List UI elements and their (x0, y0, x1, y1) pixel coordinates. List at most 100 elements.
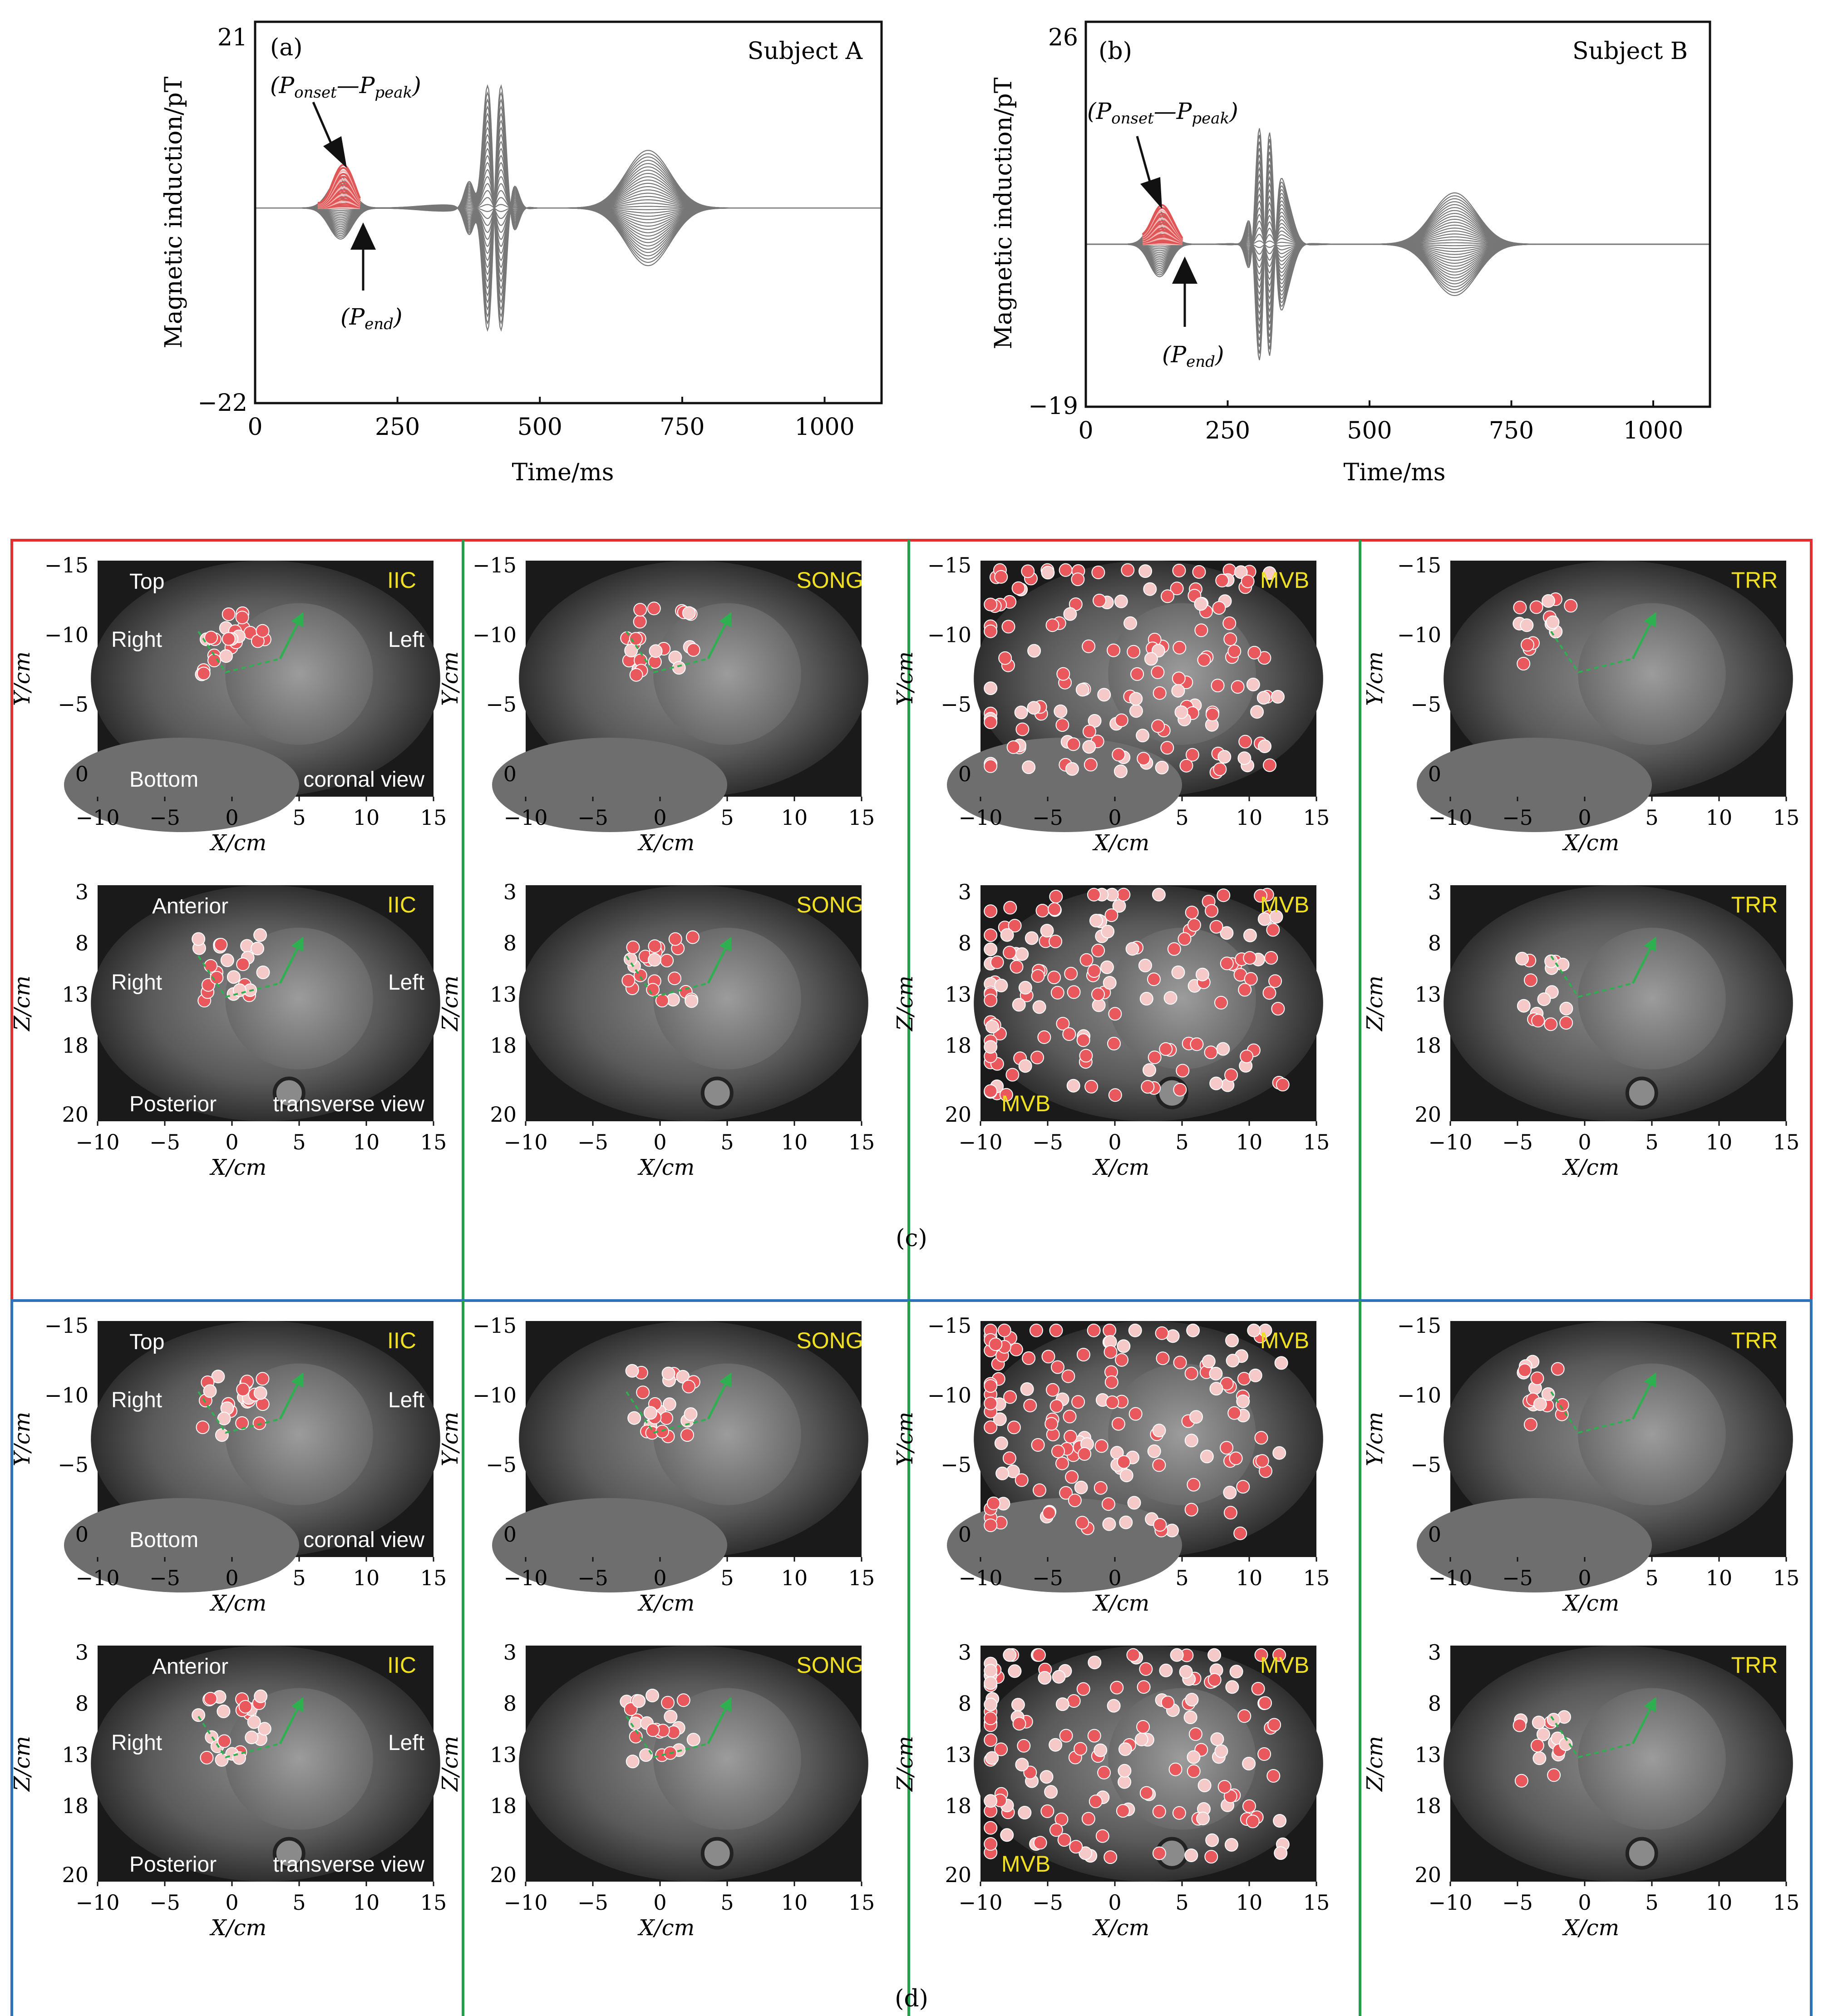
propagation-arrow (707, 1372, 732, 1420)
source-dot (624, 1702, 638, 1716)
y-tick-label: −15 (927, 553, 971, 577)
plot-a-frame (254, 20, 883, 404)
mri-heart (653, 603, 801, 745)
y-tick-label: −5 (486, 1453, 517, 1477)
x-axis-label: X/cm (637, 1591, 695, 1616)
x-tick-label: 5 (720, 805, 734, 830)
y-tick-label: 18 (62, 1794, 89, 1818)
source-dot (1173, 641, 1187, 655)
source-dot (1153, 686, 1167, 700)
y-axis-label: Z/cm (438, 976, 463, 1032)
y-tick-label: 3 (958, 1640, 971, 1665)
source-dot (1205, 904, 1219, 918)
source-dot (1202, 1355, 1216, 1368)
source-dot (1243, 928, 1257, 942)
source-dot (1272, 1446, 1286, 1460)
x-tick-label: 0 (247, 414, 262, 441)
x-tick-label: 0 (1578, 805, 1591, 830)
source-dot (1266, 923, 1280, 937)
source-dot (1091, 565, 1105, 579)
source-dot (680, 1428, 694, 1442)
source-dot (1094, 1439, 1109, 1453)
x-axis-label: X/cm (637, 1155, 695, 1180)
x-tick-label: −5 (1502, 1890, 1533, 1915)
source-dot (633, 615, 647, 629)
y-tick-label: −10 (473, 1383, 517, 1407)
source-dot (1243, 951, 1257, 965)
source-dot (257, 1722, 271, 1736)
source-dot (1556, 957, 1570, 971)
source-dot (1185, 906, 1199, 920)
y-tick-label: 20 (62, 1102, 89, 1127)
x-axis-label: X/cm (209, 830, 266, 856)
mri-heart (653, 1363, 801, 1505)
source-dot (633, 603, 647, 617)
source-dot (1197, 1779, 1212, 1793)
method-label: MVB (1260, 1328, 1309, 1353)
source-dot (1196, 1811, 1210, 1825)
mri-aorta (1625, 1837, 1658, 1870)
source-dot (1009, 1342, 1023, 1356)
y-tick-label: −5 (58, 692, 89, 717)
source-dot (197, 666, 211, 680)
source-dot (984, 1837, 998, 1851)
source-dot (1209, 920, 1223, 934)
y-tick-label: 0 (503, 762, 517, 786)
source-dot (1209, 1366, 1223, 1380)
source-dot (1274, 1356, 1288, 1370)
plot-b-arrowhead-end (1172, 256, 1197, 284)
y-tick-label: 13 (945, 982, 971, 1006)
y-tick-label: 8 (75, 1691, 89, 1716)
source-dot (236, 1382, 250, 1396)
source-dot (1066, 1079, 1080, 1093)
source-dot (1137, 1680, 1151, 1694)
x-tick-label: −10 (1428, 1130, 1472, 1154)
source-dot (235, 611, 249, 625)
source-dot (1049, 1738, 1063, 1752)
source-dot (1094, 1743, 1108, 1757)
x-tick-label: 5 (1645, 1130, 1658, 1154)
source-dot (1040, 1770, 1054, 1784)
caption-c: (c) (896, 1225, 927, 1252)
x-tick-label: 0 (225, 1566, 238, 1590)
source-dot (1127, 645, 1141, 659)
x-axis-label: X/cm (1092, 1915, 1149, 1941)
source-dot (1059, 563, 1073, 577)
source-dot (1130, 667, 1144, 681)
source-dot (994, 1742, 1008, 1756)
source-dot (646, 983, 660, 997)
source-dot (1002, 1451, 1016, 1465)
x-tick-label: −5 (1502, 1130, 1533, 1154)
source-dot (984, 904, 998, 918)
x-tick-label: 5 (1175, 1566, 1188, 1590)
mri-aorta (272, 1076, 305, 1109)
source-dot (1076, 1682, 1090, 1696)
source-dot (1094, 1481, 1108, 1495)
x-tick-label: 15 (1303, 1890, 1330, 1915)
source-dot (1267, 1718, 1281, 1732)
source-dot (1105, 1395, 1119, 1409)
source-dot (1144, 652, 1158, 666)
source-dot (1067, 985, 1081, 999)
mri-heart (225, 927, 373, 1070)
x-tick-label: −5 (149, 1130, 180, 1154)
source-dot (245, 1730, 259, 1745)
x-tick-label: −5 (577, 1566, 608, 1590)
y-tick-label: −15 (473, 1313, 517, 1338)
x-tick-label: 15 (1773, 805, 1800, 830)
source-dot (254, 1689, 268, 1703)
source-dot (1258, 1696, 1272, 1710)
source-dot (1117, 887, 1131, 902)
source-dot (1008, 919, 1022, 933)
map-mvb-transverse: MVB MVB −10 −5 0 5 10 15 X/cm 3 8 13 18 20 Z/cm (892, 880, 1330, 1180)
source-dot (1097, 688, 1111, 702)
panel-b: (b) Subject B 26 −19 Magnetic induction/… (990, 20, 1711, 486)
source-dot (1049, 1823, 1063, 1837)
mri-liver (1417, 738, 1652, 832)
x-tick-label: 0 (225, 805, 238, 830)
source-dot (1217, 888, 1231, 902)
caption-d: (d) (895, 1985, 928, 2012)
source-dot (1041, 1350, 1055, 1364)
source-dot (1093, 593, 1106, 607)
source-dot (1254, 889, 1268, 903)
